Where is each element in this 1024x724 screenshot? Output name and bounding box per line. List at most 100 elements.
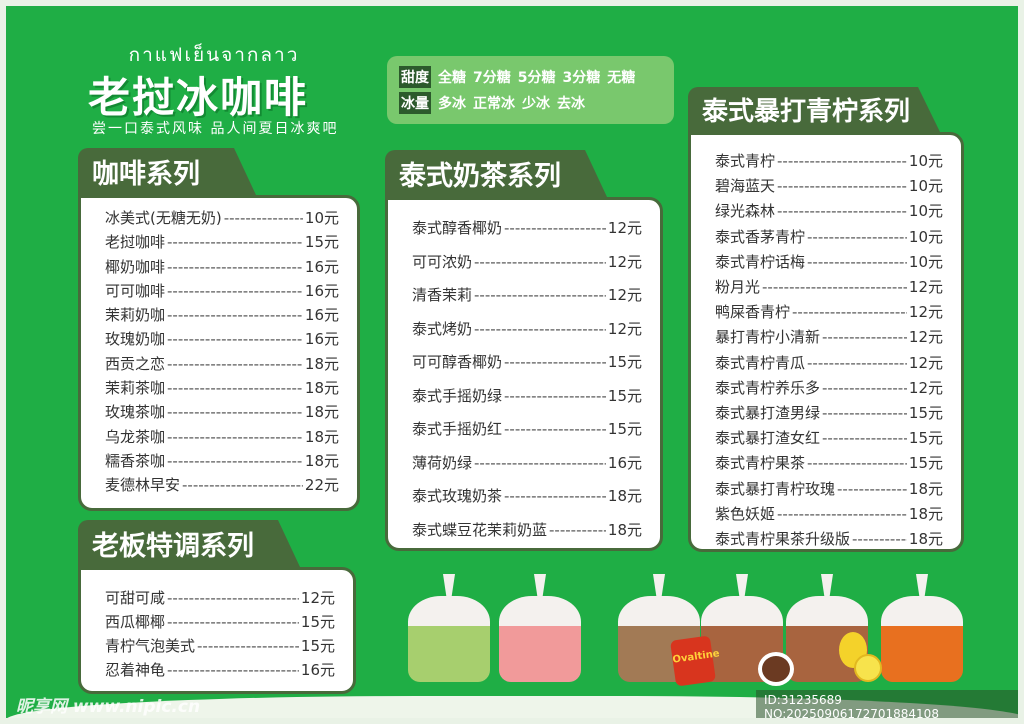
dotted-leader [762, 275, 907, 300]
item-name: 清香茉莉 [412, 286, 473, 304]
dotted-leader [224, 206, 303, 230]
dotted-leader [167, 449, 303, 473]
menu-item: 泰式玫瑰奶茶 18元 [412, 480, 642, 514]
thai-title: กาแฟเย็นจากลาว [128, 44, 300, 66]
dotted-leader [167, 327, 303, 351]
lime-title: 泰式暴打青柠系列 [688, 87, 940, 132]
item-name: 青柠气泡美式 [105, 637, 196, 655]
coffee-title: 咖啡系列 [78, 148, 256, 195]
item-price: 16元 [304, 306, 339, 325]
item-price: 16元 [304, 330, 339, 349]
item-price: 12元 [607, 252, 642, 271]
coffee-list: 冰美式(无糖无奶)10元老挝咖啡15元椰奶咖啡16元可可咖啡16元茉莉奶咖16元… [78, 195, 360, 511]
item-price: 16元 [607, 453, 642, 472]
item-name: 泰式青柠果茶 [715, 454, 806, 473]
item-name: 泰式青柠 [715, 152, 776, 170]
menu-item: 可可浓奶 12元 [412, 246, 642, 280]
dotted-leader [807, 351, 907, 376]
item-name: 泰式青柠果茶升级版 [715, 530, 851, 549]
sweetness-row: 甜度 全糖 7分糖 5分糖 3分糖 无糖 [399, 64, 662, 90]
menu-item: 泰式暴打渣男绿 15元 [715, 401, 943, 426]
item-price: 15元 [607, 386, 642, 405]
menu-item: 泰式暴打青柠玫瑰 18元 [715, 477, 943, 502]
menu-item: 西瓜椰椰 15元 [105, 610, 335, 634]
ice-row: 冰量 多冰 正常冰 少冰 去冰 [399, 90, 662, 116]
item-price: 10元 [908, 202, 943, 221]
item-price: 16元 [300, 661, 335, 679]
menu-item: 泰式青柠果茶 15元 [715, 451, 943, 476]
item-name: 乌龙茶咖 [105, 427, 166, 446]
item-price: 10元 [908, 177, 943, 196]
ice-option: 去冰 [557, 96, 585, 112]
sweetness-option: 5分糖 [517, 70, 556, 86]
item-name: 泰式醇香椰奶 [412, 219, 503, 237]
ovaltine-can: Ovaltine [669, 635, 720, 687]
item-price: 15元 [607, 353, 642, 371]
dotted-leader [167, 255, 303, 279]
boss-section: 老板特调系列 可甜可咸12元西瓜椰椰15元青柠气泡美式15元忍着神龟16元 [78, 520, 356, 694]
item-name: 玫瑰茶咖 [105, 403, 166, 422]
menu-item: 鸭屎香青柠 12元 [715, 300, 943, 325]
menu-item: 玫瑰奶咖 16元 [105, 327, 339, 351]
item-name: 紫色妖姬 [715, 504, 776, 523]
dotted-leader [777, 149, 907, 174]
item-name: 绿光森林 [715, 202, 776, 221]
item-name: 忍着神龟 [105, 661, 166, 679]
item-price: 18元 [304, 379, 339, 398]
item-price: 12元 [908, 328, 943, 347]
item-name: 薄荷奶绿 [412, 453, 473, 472]
item-name: 泰式暴打渣男绿 [715, 404, 821, 423]
item-name: 粉月光 [715, 278, 761, 297]
sweetness-option: 无糖 [607, 70, 636, 86]
bag-tie [443, 574, 455, 598]
dotted-leader [474, 447, 606, 481]
item-name: 泰式手摇奶绿 [412, 386, 503, 405]
item-name: 麦德林早安 [105, 476, 181, 495]
menu-item: 碧海蓝天 10元 [715, 174, 943, 199]
item-price: 12元 [908, 353, 943, 372]
menu-item: 可可咖啡 16元 [105, 279, 339, 303]
menu-item: 冰美式(无糖无奶) 10元 [105, 206, 339, 230]
dotted-leader [474, 313, 606, 347]
item-name: 泰式手摇奶红 [412, 420, 503, 438]
menu-item: 西贡之恋 18元 [105, 352, 339, 376]
menu-item: 暴打青柠小清新 12元 [715, 325, 943, 350]
item-price: 18元 [908, 479, 943, 498]
dotted-leader [167, 376, 303, 400]
bag-tie [736, 574, 748, 598]
item-price: 18元 [304, 403, 339, 422]
dotted-leader [807, 250, 907, 275]
menu-item: 泰式香茅青柠 10元 [715, 225, 943, 250]
item-price: 15元 [300, 613, 335, 631]
menu-item: 泰式青柠果茶升级版 18元 [715, 527, 943, 552]
dotted-leader [777, 502, 907, 527]
item-name: 糯香茶咖 [105, 451, 166, 470]
item-price: 22元 [304, 476, 339, 495]
options-box: 甜度 全糖 7分糖 5分糖 3分糖 无糖 冰量 多冰 正常冰 少冰 去冰 [387, 56, 674, 124]
dotted-leader [197, 634, 299, 658]
dotted-leader [167, 230, 303, 254]
dotted-leader [474, 279, 606, 313]
item-name: 老挝咖啡 [105, 233, 166, 252]
coffee-section: 咖啡系列 冰美式(无糖无奶)10元老挝咖啡15元椰奶咖啡16元可可咖啡16元茉莉… [78, 148, 360, 511]
menu-item: 椰奶咖啡 16元 [105, 255, 339, 279]
dotted-leader [167, 352, 303, 376]
drink-bag [408, 596, 490, 682]
item-name: 泰式暴打渣女红 [715, 429, 821, 448]
item-name: 椰奶咖啡 [105, 257, 166, 276]
drink-bag [881, 596, 963, 682]
boss-list: 可甜可咸12元西瓜椰椰15元青柠气泡美式15元忍着神龟16元 [78, 567, 356, 694]
dotted-leader [822, 426, 907, 451]
menu-item: 茉莉奶咖 16元 [105, 303, 339, 327]
item-name: 冰美式(无糖无奶) [105, 209, 222, 227]
item-price: 12元 [908, 303, 943, 322]
brand-title: 老挝冰咖啡 [88, 73, 309, 122]
item-price: 15元 [607, 420, 642, 438]
dotted-leader [167, 279, 303, 303]
dotted-leader [167, 425, 303, 449]
dotted-leader [807, 451, 907, 476]
menu-item: 青柠气泡美式 15元 [105, 634, 335, 658]
dotted-leader [822, 401, 907, 426]
ice-option: 多冰 [438, 96, 466, 112]
milktea-title: 泰式奶茶系列 [385, 150, 607, 197]
